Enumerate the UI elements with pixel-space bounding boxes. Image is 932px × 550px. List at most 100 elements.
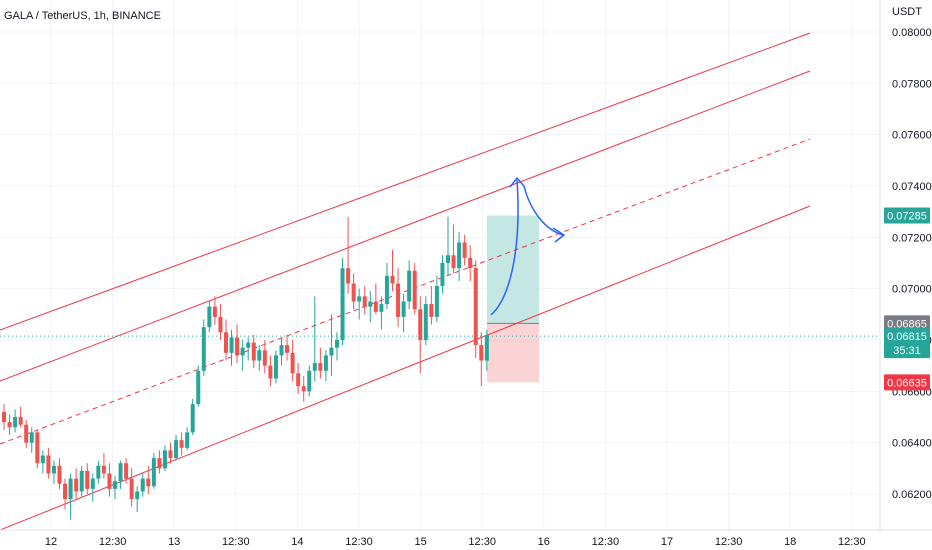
candle [229,329,234,366]
candle-body [268,365,273,379]
time-tick-label: 18 [784,536,796,548]
price-tick-label: 0.08000 [892,27,932,39]
candle-body [185,432,190,448]
candle [384,262,389,310]
time-tick-label: 13 [168,536,180,548]
candle-body [362,296,367,307]
price-tick-label: 0.07200 [892,232,932,244]
candle-body [368,301,373,307]
candle [451,224,456,274]
candle [151,452,156,489]
candle [201,319,206,376]
candle-body [18,416,23,425]
trend-channel [0,32,880,531]
candle-body [218,316,223,333]
candle [357,288,362,320]
candle [135,486,140,512]
candle [140,473,145,497]
candle-body [174,440,179,459]
candle [74,468,79,500]
candle-body [340,268,345,340]
candle-body [262,350,267,366]
candle [107,463,112,497]
candle-body [296,373,301,387]
candle [351,273,356,310]
candle [462,234,467,266]
candle [40,450,45,474]
channel-upper-line [0,32,811,331]
price-tag-value: 0.06635 [887,377,927,389]
candle [235,324,240,364]
candle-body [240,347,245,356]
candle-body [146,478,151,487]
candle [262,339,267,374]
candle [124,458,129,484]
price-tag: 0.06815 35:31 [884,328,930,359]
time-tick-label: 16 [538,536,550,548]
candle-body [229,337,234,353]
candle [434,275,439,323]
time-tick-label: 12 [45,536,57,548]
candle-body [162,450,167,469]
candle [246,337,251,361]
price-tick-label: 0.06400 [892,438,932,450]
candle-body [401,301,406,317]
candle-body [107,473,112,489]
candle-body [85,470,90,489]
candle-body [63,483,68,500]
candle [13,409,18,433]
candle-body [246,342,251,348]
time-tick-label: 12:30 [715,536,743,548]
candle [18,406,23,428]
candle-body [46,455,51,474]
candle [268,355,273,387]
candle-body [207,306,212,328]
candle-body [390,275,395,284]
candle [335,332,339,361]
time-axis[interactable]: 12 12:30 13 12:30 14 12:30 15 12:30 16 12:30 17 12:… [45,536,866,548]
candle-body [318,363,323,371]
forecast-right-arrow [523,185,564,236]
candle-body [457,242,462,269]
candle-body [224,332,228,353]
candle-body [179,440,184,448]
candle-body [423,304,428,340]
candle [79,465,84,497]
candle [285,334,290,361]
candle [446,216,450,276]
candle [162,445,167,471]
candle [273,350,278,384]
candle [473,260,478,358]
candle-body [357,296,362,302]
candle [423,296,428,346]
candle-body [323,355,328,371]
price-tag: 0.06865 [884,315,930,332]
candle [24,419,29,448]
price-tag: 0.06635 [884,374,930,391]
candle-body [140,478,145,492]
candle-body [135,491,140,500]
candle-body [157,458,162,469]
candle [46,447,51,479]
candle-body [462,242,467,258]
candle [212,296,217,325]
candle-body [151,458,156,487]
candle [207,301,212,333]
price-tick-label: 0.07600 [892,130,932,142]
candle [251,334,256,369]
candle [429,286,434,325]
candle-body [190,404,195,433]
time-tick-label: 12:30 [468,536,496,548]
candle [296,363,301,394]
forecast-right-arrowhead [552,227,566,243]
candle [362,286,367,315]
price-tag-countdown: 35:31 [893,345,921,357]
candle-body [418,309,423,340]
candle-body [329,347,334,356]
candle-body [13,416,18,428]
candle-body [346,268,351,284]
price-tag-value: 0.06865 [887,318,927,330]
time-tick-label: 12:30 [838,536,866,548]
